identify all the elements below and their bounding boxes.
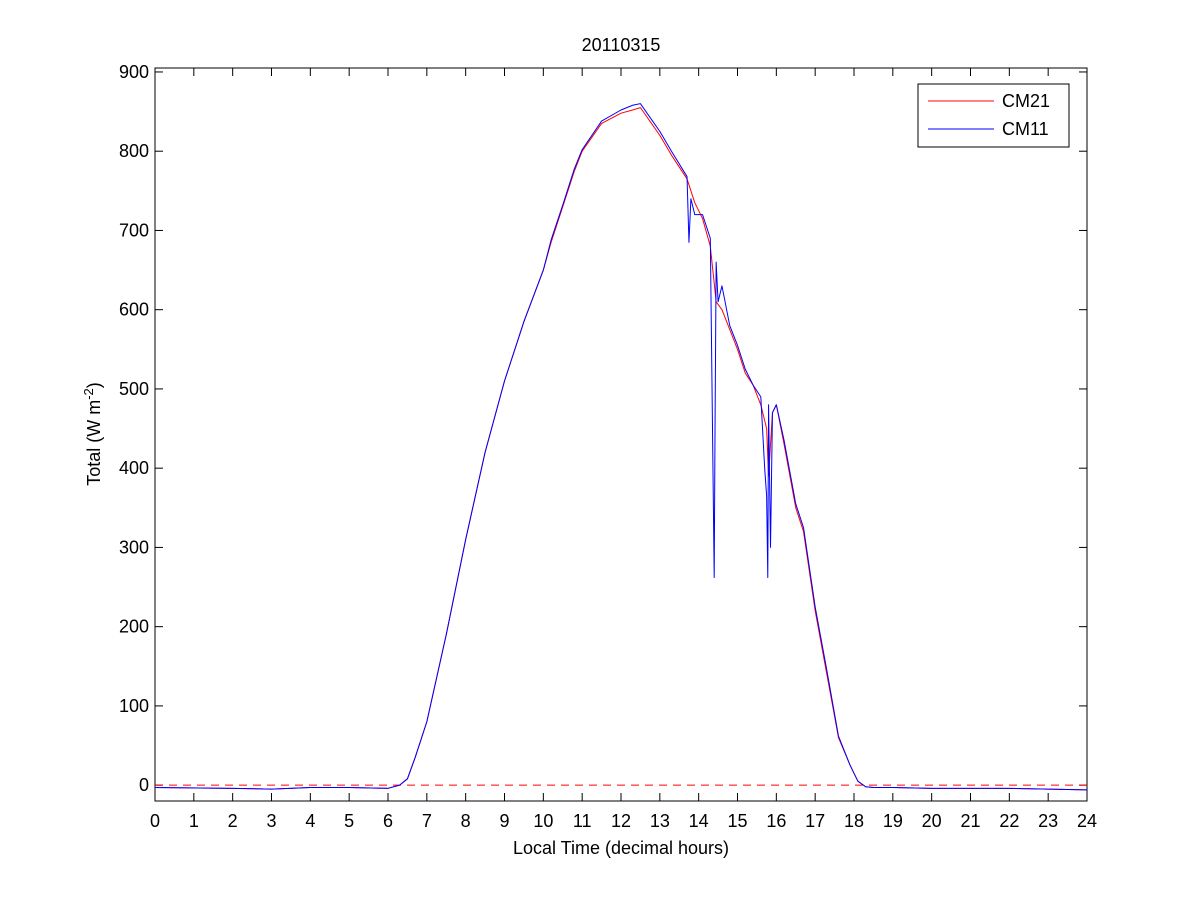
- x-tick-label: 9: [499, 811, 509, 831]
- series-layer: [154, 103, 1088, 791]
- x-tick-label: 17: [805, 811, 825, 831]
- y-axis-title-close: ): [84, 382, 104, 388]
- x-tick-label: 8: [461, 811, 471, 831]
- x-axis-title: Local Time (decimal hours): [513, 838, 729, 858]
- x-tick-label: 7: [422, 811, 432, 831]
- y-tick-label: 900: [119, 62, 149, 82]
- x-tick-label: 22: [999, 811, 1019, 831]
- x-tick-label: 12: [611, 811, 631, 831]
- x-tick-label: 16: [766, 811, 786, 831]
- plot-area: [154, 67, 1088, 802]
- y-tick-label: 500: [119, 379, 149, 399]
- y-tick-label: 300: [119, 537, 149, 557]
- y-tick-label: 400: [119, 458, 149, 478]
- legend: CM21 CM11: [917, 83, 1070, 148]
- x-tick-label: 10: [533, 811, 553, 831]
- x-tick-label: 0: [150, 811, 160, 831]
- x-tick-label: 14: [689, 811, 709, 831]
- x-axis-ticks: 0 1 2 3 4 5 6 7 8 9 10 11 12 13 14 15 16 17 18 19 20 21 22 23 24: [150, 68, 1097, 831]
- y-axis-ticks: 0 100 200 300 400 500 600 700 800 900: [119, 62, 1087, 795]
- y-axis-title-main: Total (W m: [84, 400, 104, 486]
- x-tick-label: 1: [189, 811, 199, 831]
- x-tick-label: 15: [727, 811, 747, 831]
- x-tick-label: 5: [344, 811, 354, 831]
- x-tick-label: 20: [922, 811, 942, 831]
- y-axis-title-superscript: -2: [81, 388, 96, 400]
- x-tick-label: 11: [573, 811, 592, 831]
- y-tick-label: 200: [119, 617, 149, 637]
- y-axis-title: Total (W m-2): [81, 382, 104, 486]
- chart-title: 20110315: [582, 35, 661, 55]
- x-tick-label: 6: [383, 811, 393, 831]
- y-tick-label: 700: [119, 220, 149, 240]
- y-tick-label: 0: [139, 775, 149, 795]
- x-tick-label: 4: [305, 811, 315, 831]
- y-tick-label: 800: [119, 141, 149, 161]
- x-tick-label: 2: [228, 811, 238, 831]
- x-tick-label: 18: [844, 811, 864, 831]
- x-tick-label: 23: [1038, 811, 1058, 831]
- x-tick-label: 19: [883, 811, 903, 831]
- legend-box: [917, 83, 1070, 148]
- legend-label-cm11: CM11: [1002, 119, 1049, 139]
- x-tick-label: 24: [1077, 811, 1097, 831]
- x-tick-label: 13: [650, 811, 670, 831]
- y-tick-label: 100: [119, 696, 149, 716]
- x-tick-label: 21: [960, 811, 980, 831]
- x-tick-label: 3: [266, 811, 276, 831]
- y-tick-label: 600: [119, 300, 149, 320]
- series-line-cm11: [154, 103, 1088, 791]
- legend-label-cm21: CM21: [1002, 91, 1050, 111]
